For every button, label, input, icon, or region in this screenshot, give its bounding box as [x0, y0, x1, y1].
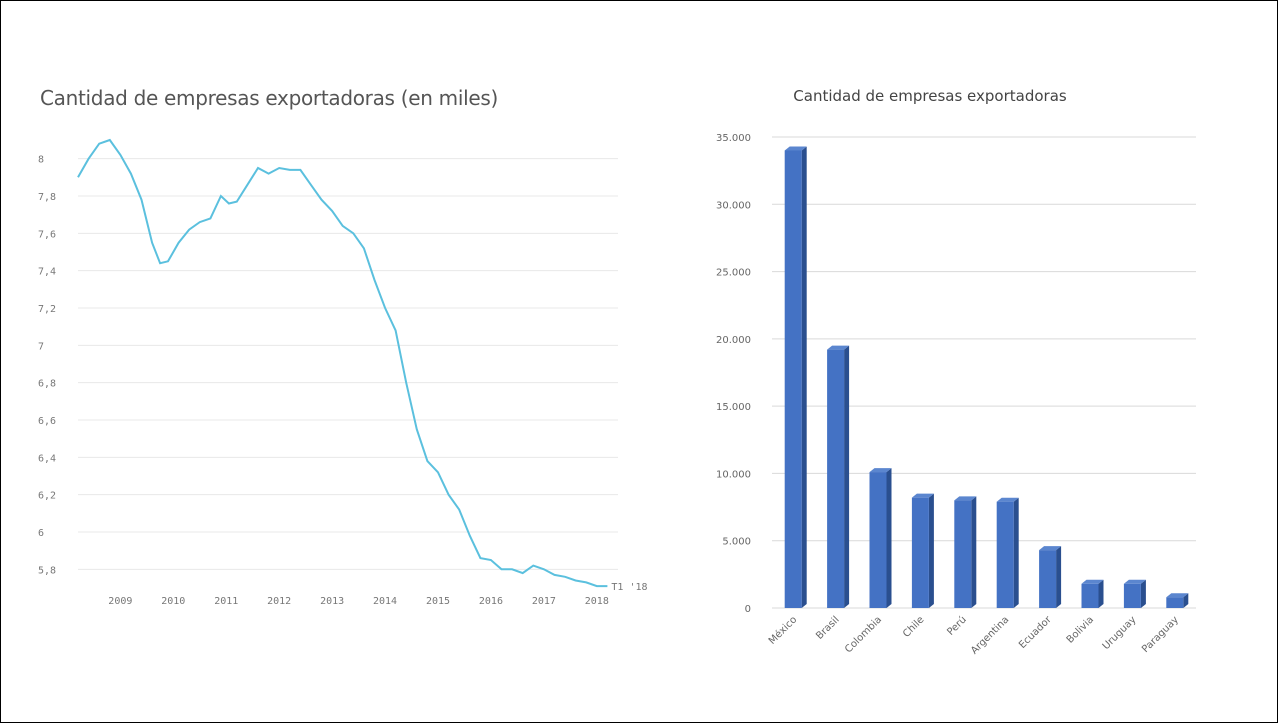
- line-x-tick-label: 2015: [426, 596, 450, 607]
- line-chart: 8 7,8 7,6 7,4 7,2 7 6,8 6,6 6,4 6,2 6 5,8 2009 2010 20…: [38, 138, 648, 607]
- bar: [996, 501, 1014, 608]
- bar-top: [996, 497, 1019, 502]
- bar-side: [886, 468, 892, 608]
- bar-category-label: Perú: [945, 614, 969, 638]
- line-y-tick-label: 7,2: [38, 304, 56, 315]
- bar-category-label: Ecuador: [1017, 614, 1054, 651]
- line-x-tick-label: 2017: [532, 596, 556, 607]
- bar-y-tick-label: 10.000: [716, 469, 751, 480]
- bar-side: [1183, 593, 1189, 608]
- line-series: [77, 138, 608, 588]
- bar-top: [1166, 593, 1189, 598]
- bar-side: [801, 146, 807, 608]
- line-y-tick-label: 6,8: [38, 379, 56, 390]
- bar-category-label: Argentina: [969, 614, 1011, 656]
- line-end-label: T1 '18: [611, 582, 647, 593]
- line-x-tick-label: 2011: [214, 596, 238, 607]
- bar-top: [869, 468, 892, 473]
- line-y-tick-label: 7,6: [38, 229, 56, 240]
- bar-top: [911, 493, 934, 498]
- bar-side: [1140, 579, 1146, 608]
- line-y-tick-label: 6,2: [38, 491, 56, 502]
- bar-y-tick-label: 5.000: [722, 537, 751, 548]
- bar-side: [971, 496, 977, 608]
- bar: [1039, 550, 1057, 608]
- bar: [954, 500, 972, 608]
- bar-y-tick-label: 25.000: [716, 268, 751, 279]
- bar: [827, 349, 845, 608]
- line-y-tick-label: 7: [38, 341, 44, 352]
- line-y-tick-label: 7,4: [38, 267, 56, 278]
- bar-category-label: Bolivia: [1065, 614, 1096, 645]
- bar-side: [1098, 579, 1104, 608]
- bar-top: [1081, 579, 1104, 584]
- bar-top: [784, 146, 807, 151]
- bar-category-label: Brasil: [814, 614, 841, 641]
- bar-category-label: Colombia: [843, 614, 884, 655]
- bar-top: [1123, 579, 1146, 584]
- bar-y-tick-label: 30.000: [716, 200, 751, 211]
- line-x-tick-label: 2018: [585, 596, 609, 607]
- line-y-tick-label: 8: [38, 155, 44, 166]
- line-y-tick-label: 6: [38, 528, 44, 539]
- line-y-tick-label: 6,4: [38, 453, 56, 464]
- line-x-tick-label: 2009: [108, 596, 132, 607]
- line-x-tick-label: 2010: [161, 596, 185, 607]
- bar: [1123, 583, 1141, 608]
- line-chart-title: Cantidad de empresas exportadoras (en mi…: [40, 86, 498, 110]
- line-y-tick-label: 6,6: [38, 416, 56, 427]
- bar-y-tick-label: 35.000: [716, 133, 751, 144]
- bar: [1081, 583, 1099, 608]
- line-x-tick-label: 2013: [320, 596, 344, 607]
- line-x-tick-label: 2014: [373, 596, 397, 607]
- bar-category-label: Uruguay: [1101, 614, 1139, 652]
- bar-y-tick-label: 15.000: [716, 402, 751, 413]
- bar-top: [827, 345, 850, 350]
- bar: [1166, 597, 1184, 608]
- bar: [869, 472, 887, 608]
- bar-side: [844, 345, 850, 608]
- bar-side: [1056, 546, 1062, 608]
- line-y-tick-label: 5,8: [38, 565, 56, 576]
- bar-category-label: Paraguay: [1140, 614, 1181, 655]
- bar-top: [954, 496, 977, 501]
- bar-category-label: Chile: [901, 614, 926, 639]
- line-x-tick-label: 2016: [479, 596, 503, 607]
- bar: [784, 150, 802, 608]
- bar-chart-title: Cantidad de empresas exportadoras: [793, 87, 1067, 105]
- bar-chart: 0 5.000 10.000 15.000 20.000 25.000 30.000 35.0…: [716, 133, 1196, 657]
- line-x-tick-label: 2012: [267, 596, 291, 607]
- bar-side: [1013, 497, 1019, 608]
- bar-y-tick-label: 0: [745, 604, 751, 615]
- bar: [911, 497, 929, 608]
- line-y-tick-label: 7,8: [38, 192, 56, 203]
- bar-category-label: México: [766, 614, 799, 647]
- bar-y-tick-label: 20.000: [716, 335, 751, 346]
- bar-top: [1039, 546, 1062, 551]
- bar-side: [928, 493, 934, 608]
